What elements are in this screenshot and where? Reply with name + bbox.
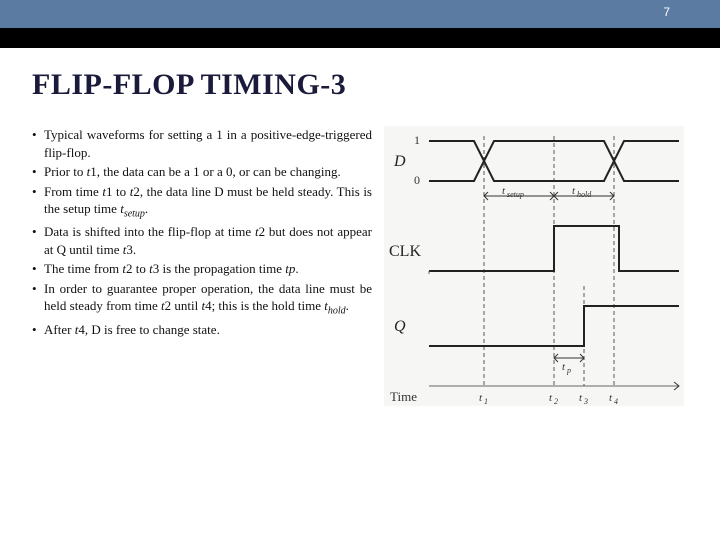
svg-text:3: 3 bbox=[583, 397, 588, 406]
bullet-item: In order to guarantee proper operation, … bbox=[32, 280, 372, 319]
page-number: 7 bbox=[663, 5, 670, 19]
q-label: Q bbox=[394, 318, 406, 335]
svg-text:4: 4 bbox=[614, 397, 618, 406]
slide-title: FLIP-FLOP TIMING-3 bbox=[32, 68, 688, 102]
d-high: 1 bbox=[414, 133, 420, 147]
svg-text:2: 2 bbox=[554, 397, 558, 406]
d-label: D bbox=[393, 153, 406, 170]
svg-text:1: 1 bbox=[484, 397, 488, 406]
svg-text:p: p bbox=[566, 366, 571, 375]
bullet-item: Data is shifted into the flip-flop at ti… bbox=[32, 223, 372, 258]
bullet-item: After t4, D is free to change state. bbox=[32, 321, 372, 339]
bullet-item: The time from t2 to t3 is the propagatio… bbox=[32, 260, 372, 278]
d-low: 0 bbox=[414, 173, 420, 187]
timing-diagram: D 1 0 t setup t hold CLK bbox=[384, 126, 684, 406]
bullet-item: Typical waveforms for setting a 1 in a p… bbox=[32, 126, 372, 161]
bullet-item: Prior to t1, the data can be a 1 or a 0,… bbox=[32, 163, 372, 181]
bullet-list: Typical waveforms for setting a 1 in a p… bbox=[32, 126, 372, 406]
bullet-item: From time t1 to t2, the data line D must… bbox=[32, 183, 372, 222]
header-bar: 7 bbox=[0, 0, 720, 28]
header-underline bbox=[0, 28, 720, 48]
svg-text:hold: hold bbox=[577, 190, 592, 199]
clk-label: CLK bbox=[389, 243, 421, 260]
slide-content: FLIP-FLOP TIMING-3 Typical waveforms for… bbox=[0, 48, 720, 426]
svg-text:setup: setup bbox=[507, 190, 524, 199]
time-label: Time bbox=[390, 389, 417, 404]
body-row: Typical waveforms for setting a 1 in a p… bbox=[32, 126, 688, 406]
